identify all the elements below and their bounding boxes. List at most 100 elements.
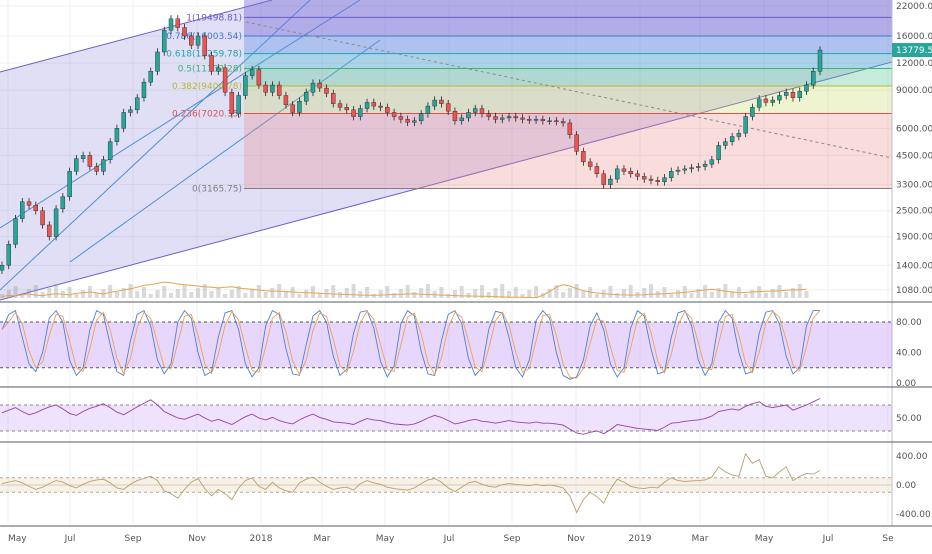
volume-bar	[338, 292, 343, 298]
volume-bar	[479, 285, 484, 298]
candle-body	[175, 18, 180, 28]
candle-body	[777, 95, 782, 101]
time-axis-tick-label: Nov	[567, 534, 585, 544]
volume-bar	[669, 294, 674, 298]
candle-body	[405, 119, 410, 123]
candle-body	[0, 265, 5, 271]
volume-bar	[730, 291, 735, 298]
candle-body	[26, 201, 32, 206]
candle-body	[337, 103, 343, 108]
volume-bar	[40, 292, 45, 298]
fib-level-label: 1(19498.81)	[186, 13, 242, 23]
candle-body	[540, 119, 546, 121]
volume-bar	[317, 293, 322, 298]
candle-body	[385, 107, 390, 113]
volume-bar	[777, 285, 782, 298]
volume-bar	[223, 294, 228, 298]
time-axis-tick-label: Nov	[188, 534, 206, 544]
candle-body	[107, 141, 113, 160]
momentum-axis-tick-label: 400.00	[896, 452, 928, 462]
volume-bar	[47, 288, 52, 298]
volume-bar	[797, 284, 802, 298]
volume-bar	[351, 284, 356, 298]
volume-bar	[648, 284, 654, 298]
candle-body	[6, 244, 11, 266]
last-price-label: 13779.58	[896, 46, 932, 56]
candle-body	[750, 107, 755, 117]
volume-bar	[392, 293, 397, 298]
oscillator-k-line	[1, 309, 820, 380]
channel-inner-line	[0, 0, 361, 229]
candle-body	[669, 171, 674, 178]
price-axis-tick-label: 6000.00	[896, 124, 932, 134]
candle-body	[141, 81, 147, 98]
time-axis-tick-label: 2018	[250, 534, 273, 544]
volume-bar	[168, 293, 174, 298]
candle-body	[67, 171, 72, 197]
volume-bar	[439, 287, 444, 298]
volume-bar	[547, 289, 552, 298]
candle-body	[473, 108, 478, 113]
price-axis-tick-label: 1080.00	[896, 286, 932, 296]
volume-bar	[250, 289, 255, 298]
rsi-axis-tick-label: 50.00	[896, 414, 922, 424]
candle-body	[811, 71, 816, 86]
volume-bar	[162, 286, 167, 298]
candle-body	[790, 92, 796, 98]
price-axis-tick-label: 2500.00	[896, 207, 932, 217]
rsi-line	[1, 398, 821, 435]
volume-bar	[155, 290, 160, 298]
oscillator-axis-tick-label: 40.00	[896, 349, 922, 359]
volume-bar	[520, 294, 525, 298]
dashed-trendline	[245, 21, 893, 159]
candle-body	[506, 116, 512, 119]
candle-body	[222, 67, 228, 93]
candle-body	[479, 108, 485, 115]
volume-bar	[229, 290, 234, 298]
fib-level-label: 0.382(9404.78)	[172, 82, 242, 92]
candle-body	[628, 171, 633, 175]
fib-level-label: 0.236(7020.35)	[172, 110, 242, 120]
candle-body	[621, 168, 627, 172]
candle-body	[425, 105, 431, 115]
volume-bar	[216, 287, 221, 298]
price-axis-tick-label: 12000.00	[896, 59, 932, 69]
volume-bar	[148, 294, 153, 298]
volume-bar	[283, 291, 288, 298]
volume-bar	[263, 292, 268, 298]
price-axis-tick-label: 1400.00	[896, 261, 932, 271]
volume-bar	[507, 291, 512, 298]
candle-body	[344, 107, 349, 111]
candle-body	[493, 116, 498, 120]
candle-body	[736, 132, 742, 137]
volume-bar	[554, 285, 559, 298]
channel-inner-line	[69, 39, 381, 263]
volume-bar	[763, 293, 768, 298]
candle-body	[398, 116, 404, 120]
candle-body	[270, 84, 275, 93]
candle-body	[317, 82, 322, 89]
time-axis-tick-label: Jul	[443, 534, 455, 544]
candle-body	[47, 224, 52, 237]
time-axis-tick-label: Jul	[64, 534, 76, 544]
oscillator-band-fill	[0, 322, 892, 368]
fib-level-label: 0(3165.75)	[192, 185, 242, 195]
candle-body	[513, 116, 518, 119]
candle-body	[682, 168, 688, 171]
volume-bar	[452, 290, 457, 298]
volume-bar	[135, 291, 140, 298]
volume-bar	[561, 292, 566, 298]
candle-body	[412, 120, 417, 123]
volume-bar	[378, 290, 383, 298]
oscillator-d-line	[1, 310, 821, 379]
price-axis-tick-label: 22000.00	[896, 2, 932, 12]
candle-body	[418, 113, 424, 121]
candle-body	[581, 151, 586, 163]
candle-body	[729, 136, 735, 142]
candle-body	[290, 104, 295, 113]
time-axis-tick-label: Jul	[822, 534, 834, 544]
fib-zone	[244, 35, 892, 54]
candle-body	[817, 49, 823, 72]
volume-bar	[256, 285, 261, 298]
volume-bar	[784, 292, 789, 298]
